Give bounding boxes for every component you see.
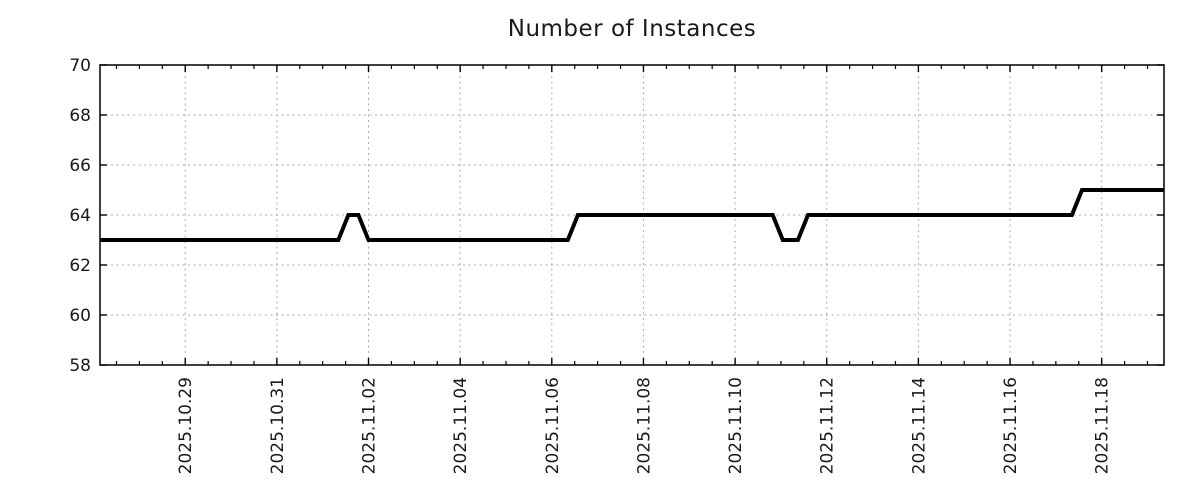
plot-border [99,64,1165,366]
x-tick-label: 2025.10.29 [176,377,196,474]
x-tick-label: 2025.11.18 [1093,377,1113,474]
x-tick-label: 2025.11.12 [818,377,838,474]
x-tick-label: 2025.11.16 [1001,377,1021,474]
y-tick-label: 70 [69,56,91,76]
x-tick-label: 2025.11.14 [909,377,929,474]
y-tick-label: 58 [69,356,91,376]
x-tick-label: 2025.10.31 [268,377,288,474]
y-tick-label: 64 [69,206,91,226]
x-tick-label: 2025.11.06 [543,377,563,474]
x-tick-label: 2025.11.04 [451,377,471,474]
series-instances [100,188,1164,242]
y-tick-label: 62 [69,256,91,276]
chart-title: Number of Instances [507,16,757,42]
x-tick-label: 2025.11.08 [635,377,655,474]
y-tick-label: 60 [69,306,91,326]
x-tick-label: 2025.11.02 [360,377,380,474]
x-tick-label: 2025.11.10 [726,377,746,474]
y-tick-label: 66 [69,156,91,176]
y-tick-label: 68 [69,106,91,126]
